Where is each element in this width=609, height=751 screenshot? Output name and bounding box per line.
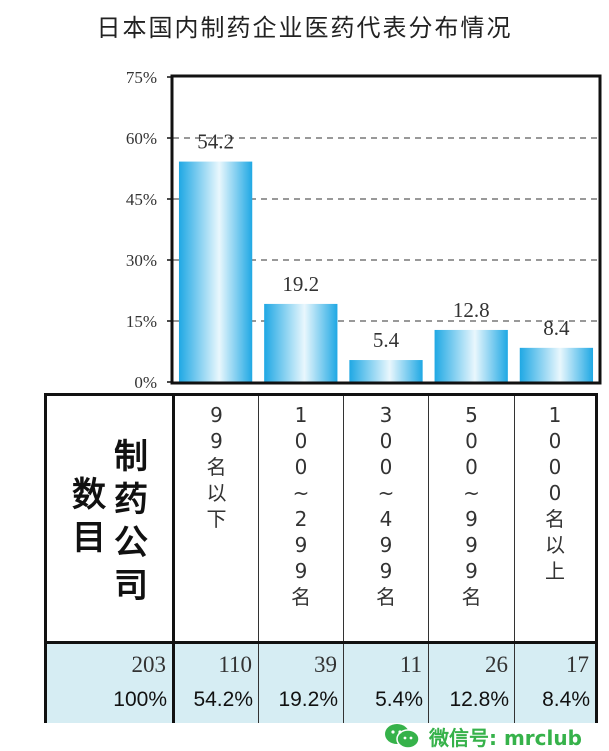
bar <box>519 347 594 382</box>
value-pct: 54.2% <box>193 688 253 711</box>
row-header: 数目 制药公司 <box>47 396 172 641</box>
values-row: 203 100% 110 54.2% 39 19.2% 11 5.4% 26 1… <box>47 641 595 723</box>
chart-title: 日本国内制药企业医药代表分布情况 <box>96 14 513 42</box>
bar-value-label: 5.4 <box>373 328 400 352</box>
total-pct: 100% <box>113 688 167 711</box>
value-cell: 17 8.4% <box>514 644 595 723</box>
plot-frame <box>170 74 602 385</box>
watermark: 微信号: mrclub <box>383 723 582 750</box>
row-header-col2: 制药公司 <box>114 437 148 606</box>
y-axis-ticks: 0% 15% 30% 45% 60% 75% <box>126 68 173 392</box>
value-cell: 110 54.2% <box>172 644 258 723</box>
bar-value-label: 8.4 <box>543 316 570 340</box>
y-tick-label: 0% <box>134 373 157 392</box>
value-pct: 12.8% <box>449 688 509 711</box>
value-count: 17 <box>566 652 589 677</box>
value-cell: 26 12.8% <box>428 644 514 723</box>
wechat-icon <box>385 724 420 749</box>
bars <box>178 161 594 382</box>
value-count: 11 <box>399 652 422 677</box>
total-count: 203 <box>131 652 167 677</box>
y-tick-label: 60% <box>126 129 157 148</box>
bar-value-label: 12.8 <box>453 298 490 322</box>
bar <box>178 161 253 382</box>
total-cell: 203 100% <box>47 644 172 723</box>
value-cell: 11 5.4% <box>343 644 428 723</box>
bar <box>264 303 338 382</box>
value-count: 26 <box>485 652 508 677</box>
bar <box>349 360 423 382</box>
value-pct: 19.2% <box>278 688 338 711</box>
category-header-label: 3 0 0 ~4 9 9 名 <box>376 403 396 609</box>
bar-value-label: 19.2 <box>282 272 319 296</box>
category-header: 3 0 0 ~4 9 9 名 <box>343 396 428 641</box>
category-header-label: 1 0 0 ~2 9 9 名 <box>291 403 311 609</box>
bar-value-label: 54.2 <box>197 130 234 154</box>
value-count: 39 <box>314 652 337 677</box>
bar-chart: 54.2 19.2 5.4 12.8 8.4 0% 15% 30% 45% 60% 75% <box>126 68 602 392</box>
value-count: 110 <box>218 652 252 677</box>
y-tick-label: 75% <box>126 68 157 87</box>
y-tick-label: 30% <box>126 251 157 270</box>
y-tick-label: 15% <box>126 312 157 331</box>
bar <box>434 329 508 382</box>
value-pct: 8.4% <box>542 688 590 711</box>
bar-value-labels: 54.2 19.2 5.4 12.8 8.4 <box>197 130 570 352</box>
watermark-text: 微信号: mrclub <box>429 725 582 750</box>
row-header-col1: 数目 <box>72 475 106 558</box>
value-pct: 5.4% <box>375 688 423 711</box>
category-header-label: 5 0 0 ~9 9 9 名 <box>461 403 482 609</box>
category-header: 5 0 0 ~9 9 9 名 <box>428 396 514 641</box>
category-header: 1 0 0 ~2 9 9 名 <box>258 396 343 641</box>
value-cell: 39 19.2% <box>258 644 343 723</box>
y-tick-label: 45% <box>126 190 157 209</box>
